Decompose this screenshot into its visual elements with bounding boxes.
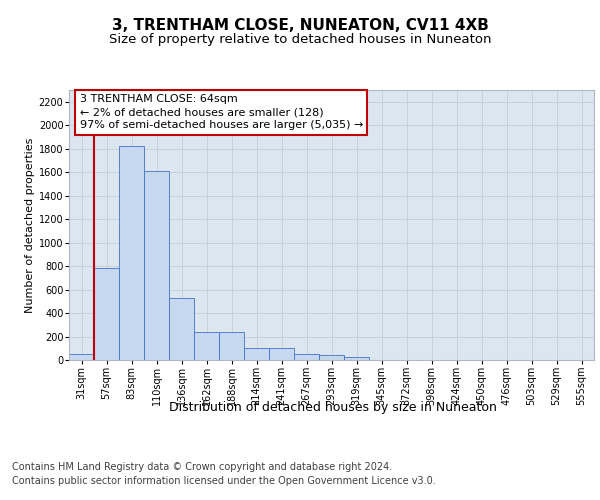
Text: 3 TRENTHAM CLOSE: 64sqm
← 2% of detached houses are smaller (128)
97% of semi-de: 3 TRENTHAM CLOSE: 64sqm ← 2% of detached… [79, 94, 363, 130]
Text: Size of property relative to detached houses in Nuneaton: Size of property relative to detached ho… [109, 32, 491, 46]
Bar [319, 356, 344, 360]
Text: Contains public sector information licensed under the Open Government Licence v3: Contains public sector information licen… [12, 476, 436, 486]
Text: Distribution of detached houses by size in Nuneaton: Distribution of detached houses by size … [169, 401, 497, 414]
Bar [194, 332, 219, 360]
Bar [344, 357, 369, 360]
Bar [219, 332, 244, 360]
Bar [294, 354, 319, 360]
Text: Contains HM Land Registry data © Crown copyright and database right 2024.: Contains HM Land Registry data © Crown c… [12, 462, 392, 472]
Bar [119, 146, 144, 360]
Bar [69, 354, 94, 360]
Bar [244, 348, 269, 360]
Bar [269, 348, 294, 360]
Bar [144, 171, 169, 360]
Bar [94, 268, 119, 360]
Text: 3, TRENTHAM CLOSE, NUNEATON, CV11 4XB: 3, TRENTHAM CLOSE, NUNEATON, CV11 4XB [112, 18, 488, 32]
Bar [169, 298, 194, 360]
Y-axis label: Number of detached properties: Number of detached properties [25, 138, 35, 312]
